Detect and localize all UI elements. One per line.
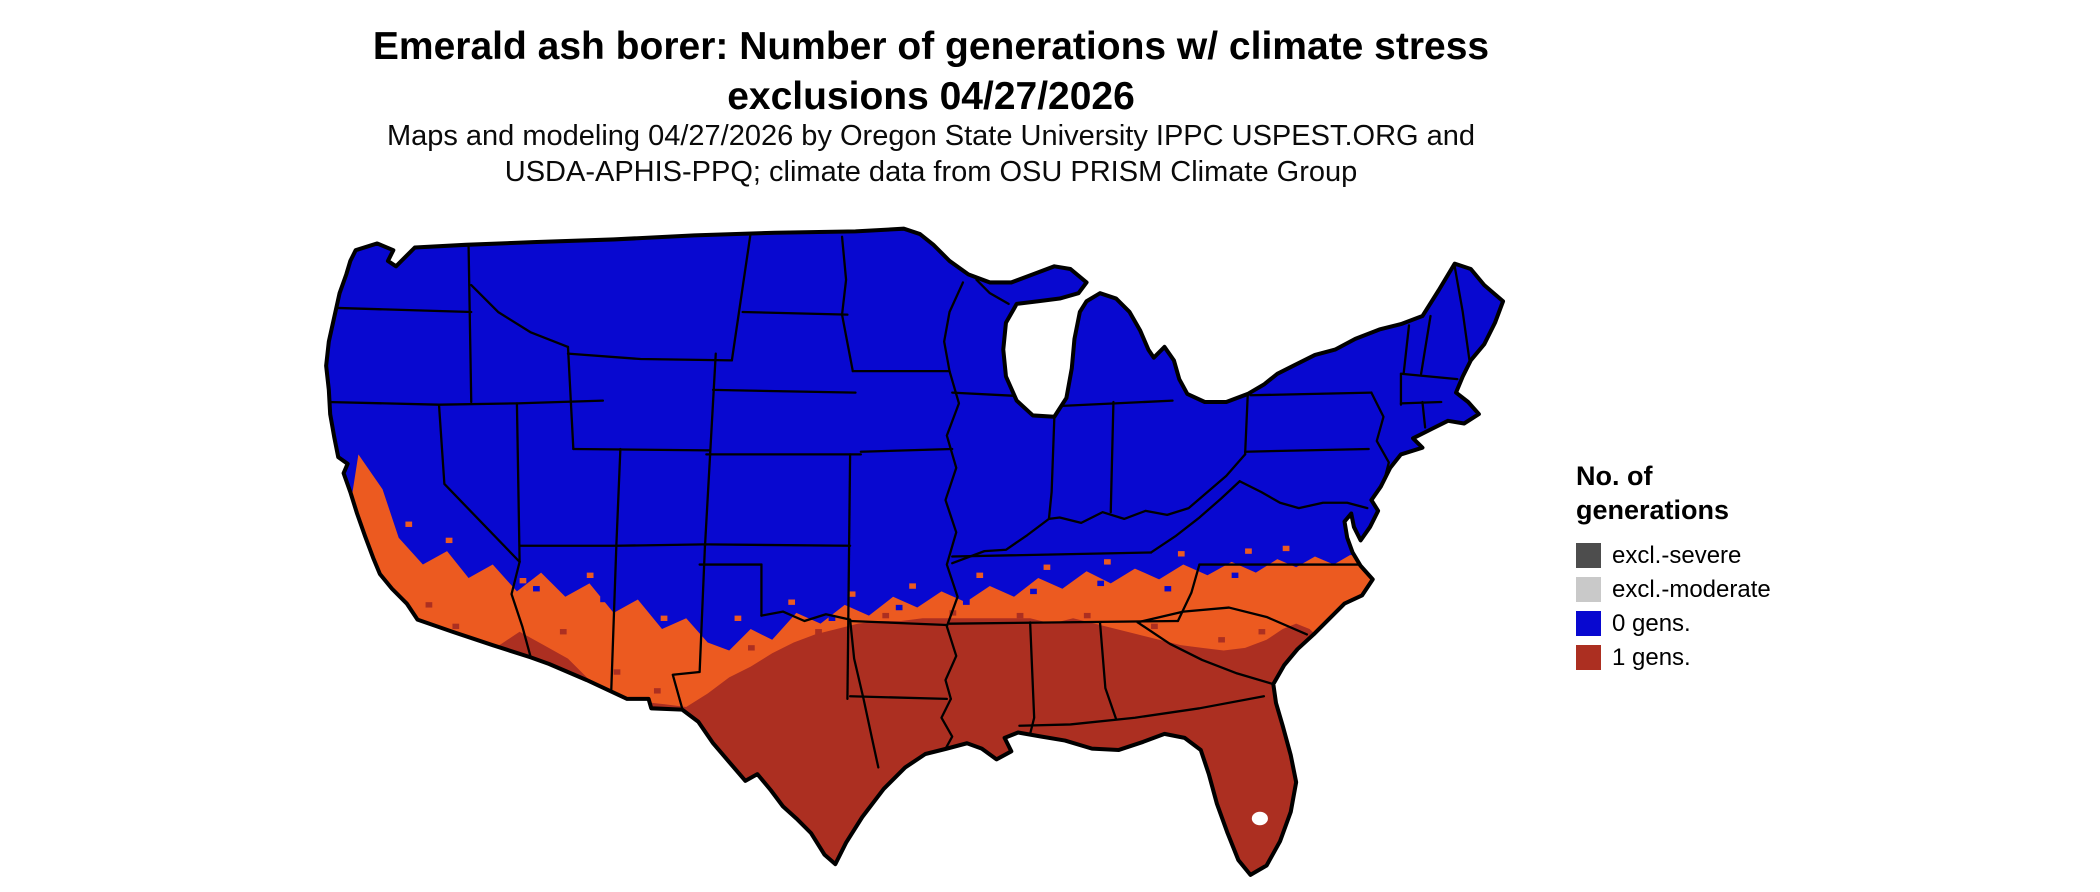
map-subtitle-line1: Maps and modeling 04/27/2026 by Oregon S… (386, 120, 1476, 152)
map-subtitle-line2: USDA-APHIS-PPQ; climate data from OSU PR… (504, 156, 1358, 189)
legend-items: excl.-severe excl.-moderate 0 gens. 1 ge… (1576, 542, 1771, 672)
legend-label: excl.-moderate (1612, 575, 1771, 603)
map-title: Emerald ash borer: Number of generations… (331, 22, 1531, 122)
map-title-line2: exclusions 04/27/2026 (727, 74, 1135, 118)
map-legend: No. of generations excl.-severe excl.-mo… (1576, 460, 1771, 678)
legend-item-0-gens: 0 gens. (1576, 610, 1771, 638)
legend-swatch-1-gens (1576, 645, 1601, 670)
legend-title: No. of generations (1576, 460, 1771, 528)
us-map (318, 226, 1530, 887)
legend-item-excl-moderate: excl.-moderate (1576, 576, 1771, 604)
legend-swatch-excl-severe (1576, 543, 1601, 568)
transition-speckles (405, 521, 1290, 621)
zero-gen-speckles (533, 572, 1239, 630)
lake-okeechobee (1251, 811, 1268, 826)
legend-item-1-gens: 1 gens. (1576, 644, 1771, 672)
map-title-line1: Emerald ash borer: Number of generations… (372, 25, 1490, 68)
us-outline (324, 226, 1506, 877)
legend-title-line1: No. of (1576, 461, 1653, 491)
map-subtitle: Maps and modeling 04/27/2026 by Oregon S… (331, 118, 1531, 191)
legend-swatch-0-gens (1576, 611, 1601, 636)
us-map-svg (324, 226, 1506, 877)
state-borders (326, 231, 1471, 769)
legend-label: 0 gens. (1612, 609, 1691, 637)
legend-item-excl-severe: excl.-severe (1576, 542, 1771, 570)
legend-label: 1 gens. (1612, 643, 1691, 671)
legend-swatch-excl-moderate (1576, 577, 1601, 602)
legend-label: excl.-severe (1612, 541, 1742, 569)
legend-title-line2: generations (1576, 494, 1730, 525)
